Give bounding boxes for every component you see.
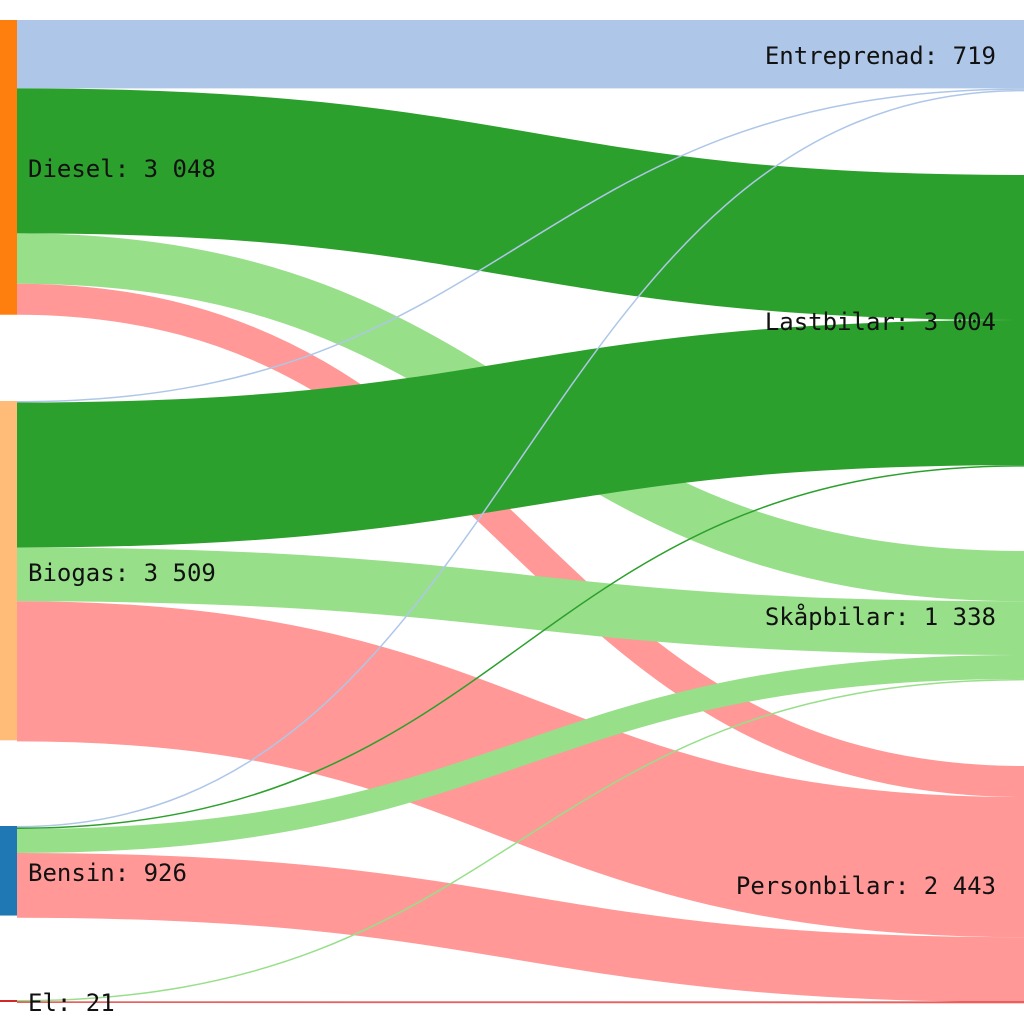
nodes-layer [0,20,17,1002]
labels-layer: Diesel: 3 048 Biogas: 3 509 Bensin: 926 … [28,42,996,1017]
link-biogas-skapbilar [16,547,1024,655]
link-diesel-lastbilar [16,88,1024,321]
source-label-biogas: Biogas: 3 509 [28,559,216,587]
link-biogas-personbilar [16,601,1024,938]
link-bensin-skapbilar [16,654,1024,853]
source-label-bensin: Bensin: 926 [28,859,187,887]
links-layer [16,19,1024,1004]
source-node-biogas [0,401,17,741]
source-label-el: El: 21 [28,989,115,1017]
link-bensin-entreprenad [16,89,1024,828]
link-bensin-personbilar [16,852,1024,1003]
link-biogas-lastbilar [16,320,1024,548]
link-biogas-entreprenad [16,88,1024,403]
link-diesel-personbilar [16,283,1024,798]
target-label-personbilar: Personbilar: 2 443 [736,872,996,900]
source-node-bensin [0,826,17,916]
target-label-skapbilar: Skåpbilar: 1 338 [765,602,996,631]
target-label-lastbilar: Lastbilar: 3 004 [765,308,996,336]
source-node-diesel [0,20,17,315]
target-label-entreprenad: Entreprenad: 719 [765,42,996,70]
source-label-diesel: Diesel: 3 048 [28,155,216,183]
link-bensin-lastbilar [16,465,1024,829]
source-node-el [0,1000,17,1002]
link-el-skapbilar [16,678,1024,1002]
